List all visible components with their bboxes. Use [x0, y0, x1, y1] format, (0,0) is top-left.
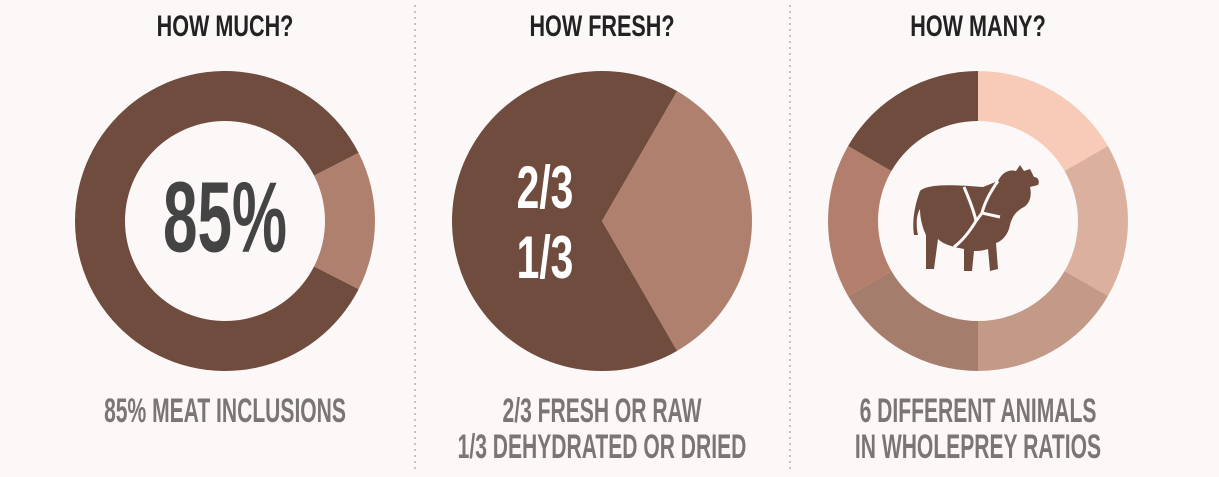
slice [1064, 146, 1128, 296]
center-label: 85% [163, 161, 287, 273]
slice [827, 146, 892, 296]
value-label: 1/3 [517, 224, 574, 291]
caption: 6 DIFFERENT ANIMALS [860, 391, 1097, 429]
chart-title: HOW MUCH? [157, 8, 294, 42]
slice [451, 70, 678, 371]
cow-icon [913, 165, 1039, 271]
slice [978, 271, 1108, 371]
slice [848, 271, 978, 371]
slice [314, 152, 375, 290]
slice [74, 71, 359, 372]
slice [602, 91, 752, 351]
caption: 1/3 DEHYDRATED OR DRIED [458, 427, 747, 465]
chart-title: HOW MANY? [910, 8, 1046, 42]
slice [848, 71, 978, 171]
caption: 85% MEAT INCLUSIONS [104, 391, 346, 429]
caption: IN WHOLEPREY RATIOS [855, 427, 1101, 465]
slice [978, 71, 1108, 171]
chart-title: HOW FRESH? [529, 8, 674, 42]
charts: HOW MUCH? 85% 85% MEAT INCLUSIONS HOW FRESH… [74, 8, 1128, 465]
caption: 2/3 FRESH OR RAW [503, 391, 702, 429]
value-label: 2/3 [517, 154, 574, 221]
